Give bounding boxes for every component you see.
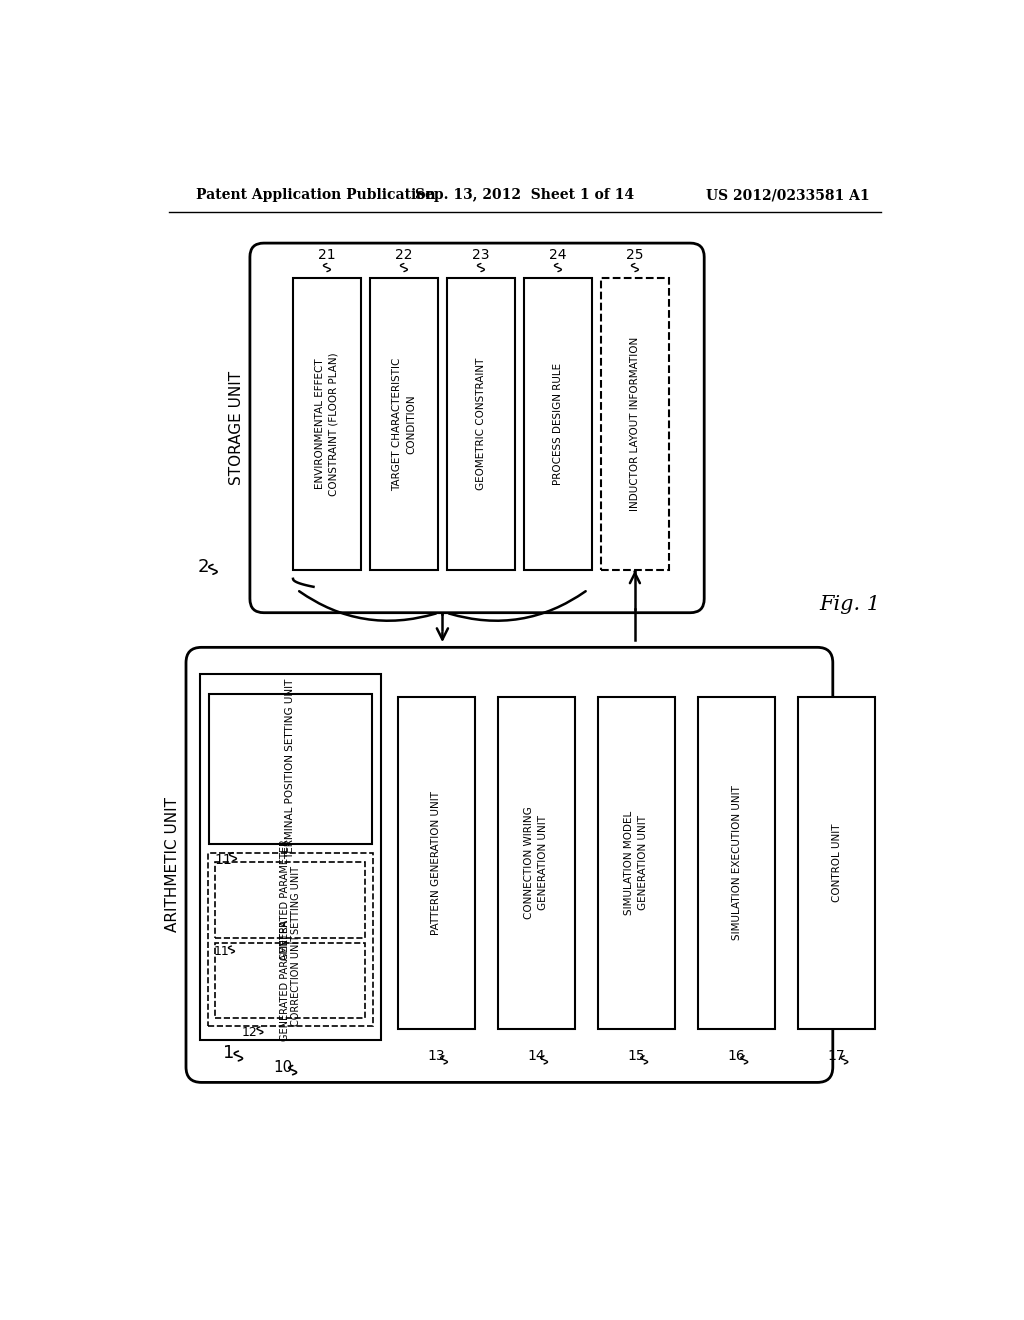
Text: SIMULATION EXECUTION UNIT: SIMULATION EXECUTION UNIT [731,785,741,940]
Text: 2: 2 [198,557,210,576]
Text: 11: 11 [214,945,229,958]
Text: TARGET CHARACTERISTIC
CONDITION: TARGET CHARACTERISTIC CONDITION [392,358,416,491]
Text: 24: 24 [549,248,566,261]
Text: CONTROL UNIT: CONTROL UNIT [831,824,842,902]
FancyBboxPatch shape [250,243,705,612]
Text: US 2012/0233581 A1: US 2012/0233581 A1 [707,189,869,202]
Bar [798,697,876,1028]
Text: 1: 1 [222,1044,234,1063]
Text: 17: 17 [827,1049,846,1063]
Bar [293,277,360,570]
Text: 25: 25 [626,248,644,261]
Text: PATTERN GENERATION UNIT: PATTERN GENERATION UNIT [431,791,441,935]
Text: 15: 15 [628,1049,645,1063]
Text: 11: 11 [214,853,231,867]
Text: SIMULATION MODEL
GENERATION UNIT: SIMULATION MODEL GENERATION UNIT [625,810,648,915]
Bar [215,942,366,1019]
Bar [601,277,669,570]
Text: 13: 13 [427,1049,445,1063]
Text: 21: 21 [318,248,336,261]
Text: Fig. 1: Fig. 1 [819,595,881,615]
Bar [524,277,592,570]
Text: Patent Application Publication: Patent Application Publication [196,189,435,202]
Text: 12: 12 [242,1026,258,1039]
Bar [370,277,438,570]
Text: TERMINAL POSITION SETTING UNIT: TERMINAL POSITION SETTING UNIT [286,678,295,859]
FancyBboxPatch shape [186,647,833,1082]
Bar [209,693,372,843]
Text: ARITHMETIC UNIT: ARITHMETIC UNIT [165,797,179,932]
Text: INDUCTOR LAYOUT INFORMATION: INDUCTOR LAYOUT INFORMATION [630,337,640,511]
Bar [215,862,366,937]
Text: GENERATED PARAMETER
CORRECTION UNIT: GENERATED PARAMETER CORRECTION UNIT [280,920,301,1041]
Text: 16: 16 [728,1049,745,1063]
Bar [208,853,373,1026]
Text: 10: 10 [273,1060,292,1074]
Bar [698,697,775,1028]
Bar [200,675,381,1040]
Text: 14: 14 [527,1049,545,1063]
Text: PROCESS DESIGN RULE: PROCESS DESIGN RULE [553,363,563,486]
Text: CONNECTION WIRING
GENERATION UNIT: CONNECTION WIRING GENERATION UNIT [524,807,548,919]
Bar [598,697,675,1028]
Text: STORAGE UNIT: STORAGE UNIT [228,371,244,484]
Text: 23: 23 [472,248,489,261]
Text: ENVIRONMENTAL EFFECT
CONSTRAINT (FLOOR PLAN): ENVIRONMENTAL EFFECT CONSTRAINT (FLOOR P… [315,352,339,496]
Text: 22: 22 [395,248,413,261]
Bar [397,697,475,1028]
Bar [498,697,574,1028]
Text: GENERATED PARAMETER
SETTING UNIT: GENERATED PARAMETER SETTING UNIT [280,840,301,961]
Text: Sep. 13, 2012  Sheet 1 of 14: Sep. 13, 2012 Sheet 1 of 14 [416,189,634,202]
Text: GEOMETRIC CONSTRAINT: GEOMETRIC CONSTRAINT [476,358,486,490]
Bar [447,277,515,570]
